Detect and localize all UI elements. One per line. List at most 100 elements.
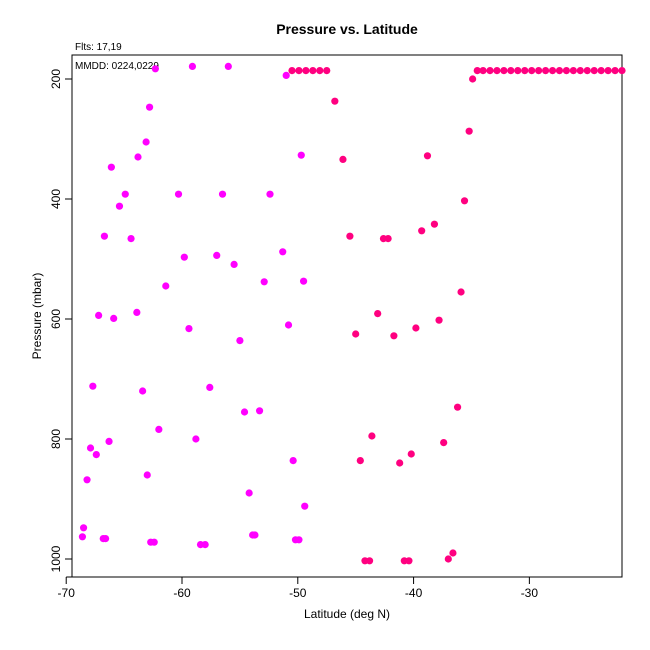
x-tick-label: -70 — [58, 586, 76, 600]
data-point — [142, 138, 150, 146]
data-point — [412, 324, 420, 332]
data-point — [155, 425, 163, 433]
data-point — [576, 67, 584, 75]
data-point — [289, 457, 297, 465]
data-point — [418, 227, 426, 235]
data-point — [260, 278, 268, 286]
data-point — [528, 67, 536, 75]
data-point — [110, 314, 118, 322]
data-point — [79, 524, 88, 532]
data-point — [150, 538, 158, 546]
data-point — [618, 67, 626, 75]
data-point — [479, 67, 487, 75]
data-point — [100, 232, 109, 240]
data-point — [105, 437, 113, 445]
data-point — [444, 555, 452, 563]
data-point — [390, 332, 398, 340]
data-point — [460, 197, 469, 205]
data-point — [162, 282, 170, 290]
data-point — [295, 536, 303, 544]
data-point — [548, 67, 557, 75]
data-point — [507, 67, 515, 75]
data-point — [465, 127, 473, 135]
y-tick-label: 1000 — [49, 545, 63, 572]
data-point — [435, 316, 443, 324]
x-tick-label: -50 — [289, 586, 307, 600]
x-axis: -70 -60 -50 -40 -30 — [58, 576, 538, 600]
data-point — [384, 235, 392, 243]
data-point — [597, 67, 605, 75]
data-point — [583, 67, 591, 75]
data-point — [407, 450, 415, 458]
data-point — [604, 67, 612, 75]
data-point — [352, 330, 360, 338]
data-point — [115, 202, 124, 210]
data-point — [365, 557, 374, 565]
x-tick-label: -40 — [405, 586, 423, 600]
y-tick-label: 400 — [49, 189, 63, 209]
flights-annotation: Flts: 17,19 — [75, 42, 122, 53]
data-point — [356, 457, 364, 465]
data-points — [78, 62, 626, 565]
data-point — [302, 67, 310, 75]
data-point — [78, 533, 87, 541]
chart-title: Pressure vs. Latitude — [276, 21, 418, 37]
data-point — [266, 190, 274, 198]
data-point — [469, 75, 477, 83]
data-point — [230, 260, 238, 268]
y-axis-label: Pressure (mbar) — [30, 273, 44, 360]
data-point — [180, 253, 188, 261]
data-point — [251, 531, 259, 539]
data-point — [486, 67, 494, 75]
data-point — [245, 489, 253, 497]
data-point — [284, 321, 293, 329]
data-point — [279, 248, 287, 256]
data-point — [541, 67, 550, 75]
data-point — [339, 155, 347, 163]
data-point — [611, 67, 619, 75]
data-point — [206, 383, 214, 391]
data-point — [368, 432, 376, 440]
plot-frame — [71, 54, 623, 578]
data-point — [83, 476, 91, 484]
data-point — [282, 71, 290, 79]
data-point — [139, 387, 147, 395]
data-point — [121, 190, 129, 198]
data-point — [143, 471, 151, 479]
y-axis: 200 400 600 800 1000 — [49, 69, 73, 572]
data-point — [95, 311, 103, 319]
data-point — [299, 277, 308, 285]
data-point — [430, 220, 439, 228]
y-tick-label: 800 — [49, 429, 63, 449]
data-point — [297, 151, 305, 159]
data-point — [107, 163, 115, 171]
data-point — [188, 62, 197, 70]
data-point — [295, 67, 303, 75]
data-point — [255, 407, 264, 415]
data-point — [374, 310, 382, 318]
data-point — [555, 67, 564, 75]
data-point — [500, 67, 508, 75]
data-point — [396, 459, 404, 467]
data-point — [309, 67, 317, 75]
data-point — [174, 190, 183, 198]
data-point — [473, 67, 481, 75]
x-tick-label: -60 — [173, 586, 191, 600]
data-point — [240, 408, 249, 416]
date-annotation: MMDD: 0224,0229 — [75, 61, 159, 72]
data-point — [449, 549, 457, 557]
data-point — [346, 232, 354, 240]
data-point — [453, 403, 462, 411]
data-point — [316, 67, 324, 75]
data-point — [590, 67, 598, 75]
data-point — [331, 97, 339, 105]
data-point — [236, 337, 244, 345]
y-tick-label: 600 — [49, 309, 63, 329]
data-point — [521, 67, 529, 75]
data-point — [89, 382, 97, 390]
data-point — [569, 67, 577, 75]
data-point — [92, 451, 100, 459]
data-point — [201, 541, 209, 549]
data-point — [301, 502, 309, 510]
